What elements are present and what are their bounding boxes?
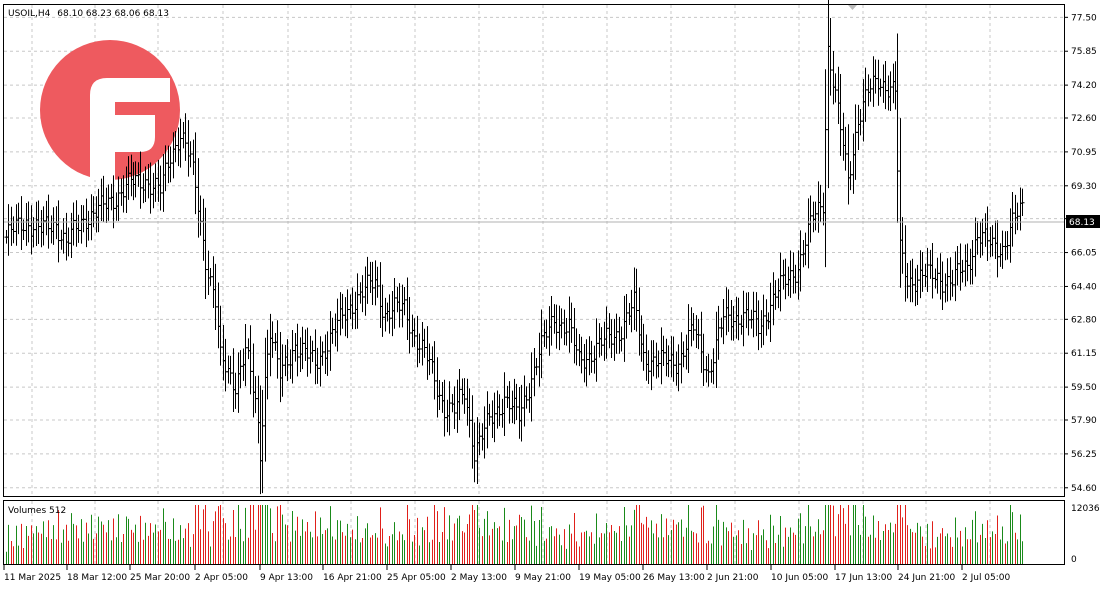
symbol-label: USOIL,H4 68.10 68.23 68.06 68.13 (8, 9, 169, 19)
volume-series (6, 505, 1023, 564)
y-tick-label: 61.15 (1071, 349, 1097, 359)
ohlc-values: 68.10 68.23 68.06 68.13 (57, 9, 169, 19)
x-tick-label: 2 May 13:00 (451, 573, 507, 583)
x-tick-label: 26 May 13:00 (643, 573, 705, 583)
chart-shift-marker[interactable] (848, 5, 857, 10)
x-tick-label: 2 Apr 05:00 (195, 573, 248, 583)
volume-indicator-label: Volumes 512 (8, 506, 66, 516)
y-tick-label: 74.20 (1071, 81, 1097, 91)
volume-pane-frame (3, 500, 1065, 565)
x-tick-label: 11 Mar 2025 (4, 573, 61, 583)
price-series (4, 0, 1025, 495)
y-tick-label: 70.95 (1071, 148, 1097, 158)
y-tick-label: 75.85 (1071, 47, 1097, 57)
x-tick-label: 25 Mar 20:00 (130, 573, 190, 583)
x-tick-label: 18 Mar 12:00 (67, 573, 127, 583)
y-tick-label: 62.80 (1071, 315, 1097, 325)
y-tick-label: 54.60 (1071, 484, 1097, 494)
x-tick-label: 17 Jun 13:00 (835, 573, 892, 583)
main-pane-frame (3, 4, 1065, 497)
symbol-timeframe: USOIL,H4 (8, 9, 51, 19)
x-tick-label: 2 Jul 05:00 (962, 573, 1011, 583)
y-tick-label: 72.60 (1071, 114, 1097, 124)
x-tick-label: 9 Apr 13:00 (260, 573, 313, 583)
volume-axis: 12036 0 (1071, 504, 1100, 565)
x-tick-label: 2 Jun 21:00 (707, 573, 759, 583)
volume-zero-label: 0 (1071, 555, 1077, 565)
y-tick-label: 69.30 (1071, 182, 1097, 192)
y-tick-label: 56.25 (1071, 450, 1097, 460)
grid-lines (4, 5, 1064, 564)
x-tick-label: 16 Apr 21:00 (323, 573, 382, 583)
fg-logo-icon (40, 40, 180, 180)
current-price-tag (1066, 215, 1100, 228)
x-tick-label: 19 May 05:00 (579, 573, 641, 583)
current-price-value: 68.13 (1069, 218, 1095, 228)
x-tick-label: 25 Apr 05:00 (387, 573, 446, 583)
x-tick-label: 24 Jun 21:00 (898, 573, 955, 583)
y-tick-label: 64.40 (1071, 282, 1097, 292)
time-axis[interactable]: 11 Mar 2025 18 Mar 12:00 25 Mar 20:00 2 Apr… (3, 565, 1011, 583)
x-tick-label: 10 Jun 05:00 (771, 573, 828, 583)
x-tick-label: 9 May 21:00 (515, 573, 571, 583)
y-tick-label: 59.50 (1071, 383, 1097, 393)
y-tick-label: 77.50 (1071, 13, 1097, 23)
volume-max-label: 12036 (1071, 504, 1100, 514)
y-tick-label: 66.05 (1071, 249, 1097, 259)
y-tick-label: 57.90 (1071, 416, 1097, 426)
